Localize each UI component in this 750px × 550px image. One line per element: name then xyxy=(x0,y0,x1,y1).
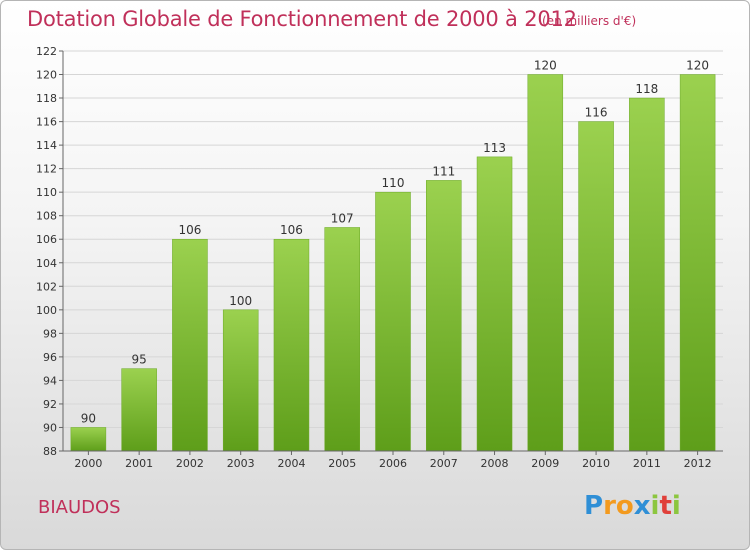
y-tick-label: 122 xyxy=(36,45,57,58)
bar-2000[interactable] xyxy=(70,427,107,452)
x-tick-label: 2006 xyxy=(379,457,407,470)
x-tick-label: 2010 xyxy=(582,457,610,470)
y-tick-label: 90 xyxy=(43,421,57,434)
data-label: 118 xyxy=(635,82,658,96)
bar-2003[interactable] xyxy=(222,309,259,452)
x-tick-label: 2007 xyxy=(430,457,458,470)
data-label: 111 xyxy=(432,164,455,178)
bar-2009[interactable] xyxy=(527,74,564,452)
bar-2012[interactable] xyxy=(679,74,716,452)
chart-title: Dotation Globale de Fonctionnement de 20… xyxy=(27,7,577,31)
logo-letter: x xyxy=(633,491,651,521)
logo-letter: t xyxy=(659,491,672,521)
data-label: 90 xyxy=(81,411,96,425)
y-tick-label: 108 xyxy=(36,210,57,223)
logo-letter: i xyxy=(650,491,660,521)
y-axis-ticks: 88 90 92 94 96 98 100 102 104 106 108 110 112 114 116 1… xyxy=(36,45,63,458)
y-tick-label: 88 xyxy=(43,445,57,458)
x-tick-label: 2005 xyxy=(328,457,356,470)
y-tick-label: 100 xyxy=(36,304,57,317)
bar-2010[interactable] xyxy=(578,121,614,452)
bars xyxy=(70,74,716,452)
y-tick-label: 110 xyxy=(36,186,57,199)
data-label: 107 xyxy=(331,211,354,225)
bar-2004[interactable] xyxy=(273,238,310,452)
y-tick-label: 94 xyxy=(43,374,57,387)
commune-name: BIAUDOS xyxy=(38,497,121,518)
logo-letter: r xyxy=(603,491,616,521)
x-tick-label: 2000 xyxy=(74,457,102,470)
y-tick-label: 118 xyxy=(36,92,57,105)
y-tick-label: 120 xyxy=(36,69,57,82)
logo-letter: P xyxy=(584,491,604,521)
bar-2005[interactable] xyxy=(324,227,360,452)
bar-2011[interactable] xyxy=(629,97,665,452)
y-tick-label: 106 xyxy=(36,233,57,246)
x-axis-ticks: 2000 2001 2002 2003 2004 2005 2006 2007 2008 2009… xyxy=(74,451,712,470)
data-label: 110 xyxy=(382,176,405,190)
x-tick-label: 2012 xyxy=(684,457,712,470)
x-tick-label: 2001 xyxy=(125,457,153,470)
y-tick-label: 96 xyxy=(43,351,57,364)
y-tick-label: 116 xyxy=(36,116,57,129)
bar-2008[interactable] xyxy=(476,156,513,452)
y-tick-label: 114 xyxy=(36,139,57,152)
data-label: 100 xyxy=(229,294,252,308)
data-label: 106 xyxy=(280,223,303,237)
x-tick-label: 2008 xyxy=(481,457,509,470)
x-tick-label: 2003 xyxy=(227,457,255,470)
y-tick-label: 104 xyxy=(36,257,57,270)
bar-2006[interactable] xyxy=(375,191,411,452)
bar-2001[interactable] xyxy=(121,368,157,452)
y-tick-label: 112 xyxy=(36,163,57,176)
data-label: 113 xyxy=(483,141,506,155)
x-tick-label: 2011 xyxy=(633,457,661,470)
data-label: 120 xyxy=(534,59,557,73)
logo-letter: o xyxy=(615,491,634,521)
data-labels: 90 95 106 100 106 107 110 111 113 120 116 118 120 xyxy=(81,59,709,426)
data-label: 116 xyxy=(585,106,608,120)
y-tick-label: 102 xyxy=(36,280,57,293)
y-tick-label: 98 xyxy=(43,327,57,340)
units-note: (en milliers d'€) xyxy=(542,14,637,28)
x-tick-label: 2009 xyxy=(531,457,559,470)
proxiti-logo[interactable]: Proxiti xyxy=(584,491,681,521)
x-tick-label: 2004 xyxy=(277,457,305,470)
data-label: 120 xyxy=(686,59,709,73)
x-tick-label: 2002 xyxy=(176,457,204,470)
bar-2007[interactable] xyxy=(426,180,462,452)
data-label: 95 xyxy=(132,353,147,367)
logo-letter: i xyxy=(671,491,681,521)
data-label: 106 xyxy=(178,223,201,237)
y-tick-label: 92 xyxy=(43,398,57,411)
bar-2002[interactable] xyxy=(172,238,208,452)
